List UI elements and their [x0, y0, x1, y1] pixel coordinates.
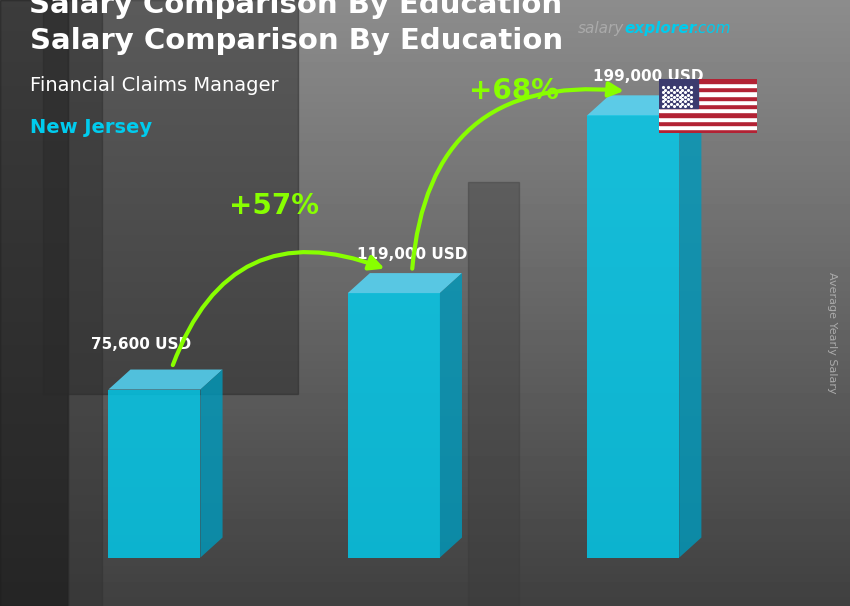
Bar: [0, 0, 68, 606]
Text: +68%: +68%: [468, 77, 558, 105]
Bar: [659, 129, 756, 133]
Text: 75,600 USD: 75,600 USD: [92, 337, 191, 351]
Bar: [659, 100, 756, 104]
Polygon shape: [587, 115, 679, 558]
Text: 199,000 USD: 199,000 USD: [592, 69, 703, 84]
Bar: [659, 104, 756, 108]
Polygon shape: [439, 273, 462, 558]
Text: .com: .com: [693, 21, 730, 36]
Text: salary: salary: [578, 21, 624, 36]
Polygon shape: [201, 370, 223, 558]
Bar: [659, 87, 756, 92]
Text: New Jersey: New Jersey: [30, 118, 152, 137]
Bar: [659, 79, 698, 108]
Bar: [68, 0, 102, 606]
Polygon shape: [109, 390, 201, 558]
Text: +57%: +57%: [230, 193, 319, 221]
Bar: [659, 92, 756, 96]
Bar: [659, 96, 756, 100]
Polygon shape: [109, 370, 223, 390]
Polygon shape: [348, 273, 462, 293]
Polygon shape: [679, 95, 701, 558]
Text: Average Yearly Salary: Average Yearly Salary: [827, 273, 837, 394]
Bar: [659, 116, 756, 121]
Bar: [659, 83, 756, 87]
Text: Salary Comparison By Education: Salary Comparison By Education: [29, 0, 563, 19]
Bar: [42, 0, 298, 394]
Text: 119,000 USD: 119,000 USD: [357, 247, 468, 262]
Bar: [659, 112, 756, 116]
Polygon shape: [587, 95, 701, 115]
Text: Salary Comparison By Education: Salary Comparison By Education: [30, 27, 563, 55]
Bar: [659, 108, 756, 112]
Bar: [659, 79, 756, 83]
Bar: [659, 125, 756, 129]
Text: Financial Claims Manager: Financial Claims Manager: [30, 76, 278, 95]
Bar: [659, 121, 756, 125]
Polygon shape: [348, 293, 439, 558]
Bar: [468, 182, 518, 606]
Text: explorer: explorer: [625, 21, 697, 36]
